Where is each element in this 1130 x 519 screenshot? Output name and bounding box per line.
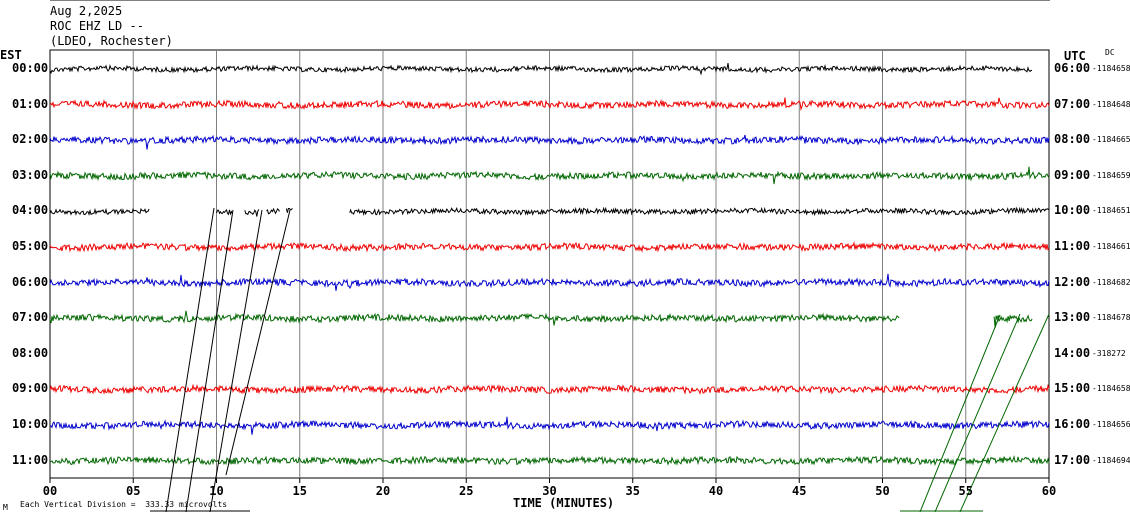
x-tick-label: 00 (42, 484, 58, 498)
dc-offset-label: -1184665 (1092, 135, 1130, 145)
utc-hour-label: 15:00 (1054, 381, 1091, 396)
utc-hour-label: 17:00 (1054, 452, 1091, 467)
trace-0400 (244, 209, 260, 217)
gap-connector (185, 209, 234, 513)
x-tick-label: 50 (875, 484, 890, 498)
est-hour-label: 02:00 (12, 132, 49, 147)
dc-offset-label: -1184656 (1092, 420, 1130, 429)
utc-hour-label: 10:00 (1054, 203, 1091, 218)
right-axis-title: UTC (1064, 49, 1086, 63)
corner-mark: M (3, 503, 8, 512)
trace-0100 (49, 97, 1050, 112)
dc-offset-label: -1184648 (1092, 99, 1130, 109)
trace-0400 (49, 207, 150, 216)
est-hour-label: 11:00 (12, 452, 49, 467)
dc-offset-label: -1184658 (1092, 384, 1130, 394)
utc-hour-label: 08:00 (1054, 132, 1091, 147)
trace-0700 (993, 313, 1033, 328)
dc-offset-label: -1184651 (1092, 206, 1130, 216)
est-hour-label: 04:00 (12, 203, 49, 218)
trace-1000 (49, 416, 1050, 435)
trace-1100 (49, 455, 1050, 467)
gap-connector (165, 207, 215, 513)
utc-hour-label: 06:00 (1054, 61, 1091, 75)
gap-connector (209, 209, 263, 513)
trace-0400 (216, 208, 233, 216)
est-hour-label: 07:00 (12, 310, 49, 325)
header-station: ROC EHZ LD -- (50, 19, 144, 33)
gap-connector-lines (165, 207, 1050, 513)
dc-offset-label: -318272 (1092, 348, 1126, 358)
trace-0900 (49, 383, 1050, 395)
trace-0600 (49, 273, 1050, 291)
utc-hour-label: 13:00 (1054, 310, 1091, 325)
est-hour-label: 05:00 (12, 239, 49, 253)
gap-connector (959, 313, 1050, 513)
est-hour-label: 03:00 (12, 167, 49, 182)
trace-0400 (285, 207, 293, 213)
trace-0700 (49, 310, 900, 326)
gap-connector (919, 314, 1001, 513)
est-hour-label: 01:00 (12, 96, 49, 111)
dc-offset-label: -1184678 (1092, 313, 1130, 323)
est-hour-label: 06:00 (12, 274, 49, 289)
scale-note: Each Vertical Division = 333.33 microvol… (20, 500, 228, 509)
utc-hour-label: 16:00 (1054, 417, 1091, 431)
header-network: (LDEO, Rochester) (50, 34, 173, 48)
est-hour-label: 09:00 (12, 381, 49, 396)
plot-grid (49, 0, 1050, 512)
dc-offset-label: -1184659 (1092, 170, 1130, 180)
x-tick-label: 30 (542, 484, 557, 498)
trace-0000 (49, 63, 1033, 76)
est-hour-label: 10:00 (12, 417, 49, 431)
right-axis-note: DC (1105, 48, 1115, 57)
utc-hour-label: 11:00 (1054, 239, 1091, 253)
trace-0200 (49, 134, 1050, 150)
trace-0400 (349, 206, 1050, 217)
x-tick-label: 20 (375, 484, 391, 498)
x-tick-label: 25 (459, 484, 474, 498)
dc-offset-label: -1184661 (1092, 242, 1130, 251)
x-tick-label: 45 (792, 484, 807, 498)
header-date: Aug 2,2025 (50, 4, 123, 18)
gap-connector (934, 313, 1021, 513)
x-tick-label: 60 (1041, 484, 1057, 498)
utc-hour-label: 09:00 (1054, 167, 1091, 182)
x-tick-label: 55 (958, 484, 973, 498)
trace-0400 (266, 207, 280, 215)
x-axis-label: TIME (MINUTES) (513, 496, 615, 510)
dc-offset-label: -1184682 (1092, 277, 1130, 287)
est-hour-label: 00:00 (12, 61, 49, 75)
x-tick-label: 40 (708, 484, 724, 498)
left-axis-title: EST (0, 48, 22, 62)
x-tick-label: 10 (209, 484, 224, 498)
trace-0300 (49, 166, 1050, 185)
x-tick-label: 15 (292, 484, 307, 498)
trace-0500 (49, 241, 1050, 253)
utc-hour-label: 14:00 (1054, 345, 1091, 360)
x-tick-label: 05 (126, 484, 141, 498)
dc-offset-label: -1184658 (1092, 64, 1130, 73)
seismic-traces (49, 63, 1050, 467)
dc-offset-label: -1184694 (1092, 455, 1130, 465)
est-hour-label: 08:00 (12, 345, 49, 360)
utc-hour-label: 07:00 (1054, 96, 1091, 111)
utc-hour-label: 12:00 (1054, 274, 1091, 289)
x-tick-label: 35 (625, 484, 640, 498)
gap-connector (225, 209, 291, 476)
